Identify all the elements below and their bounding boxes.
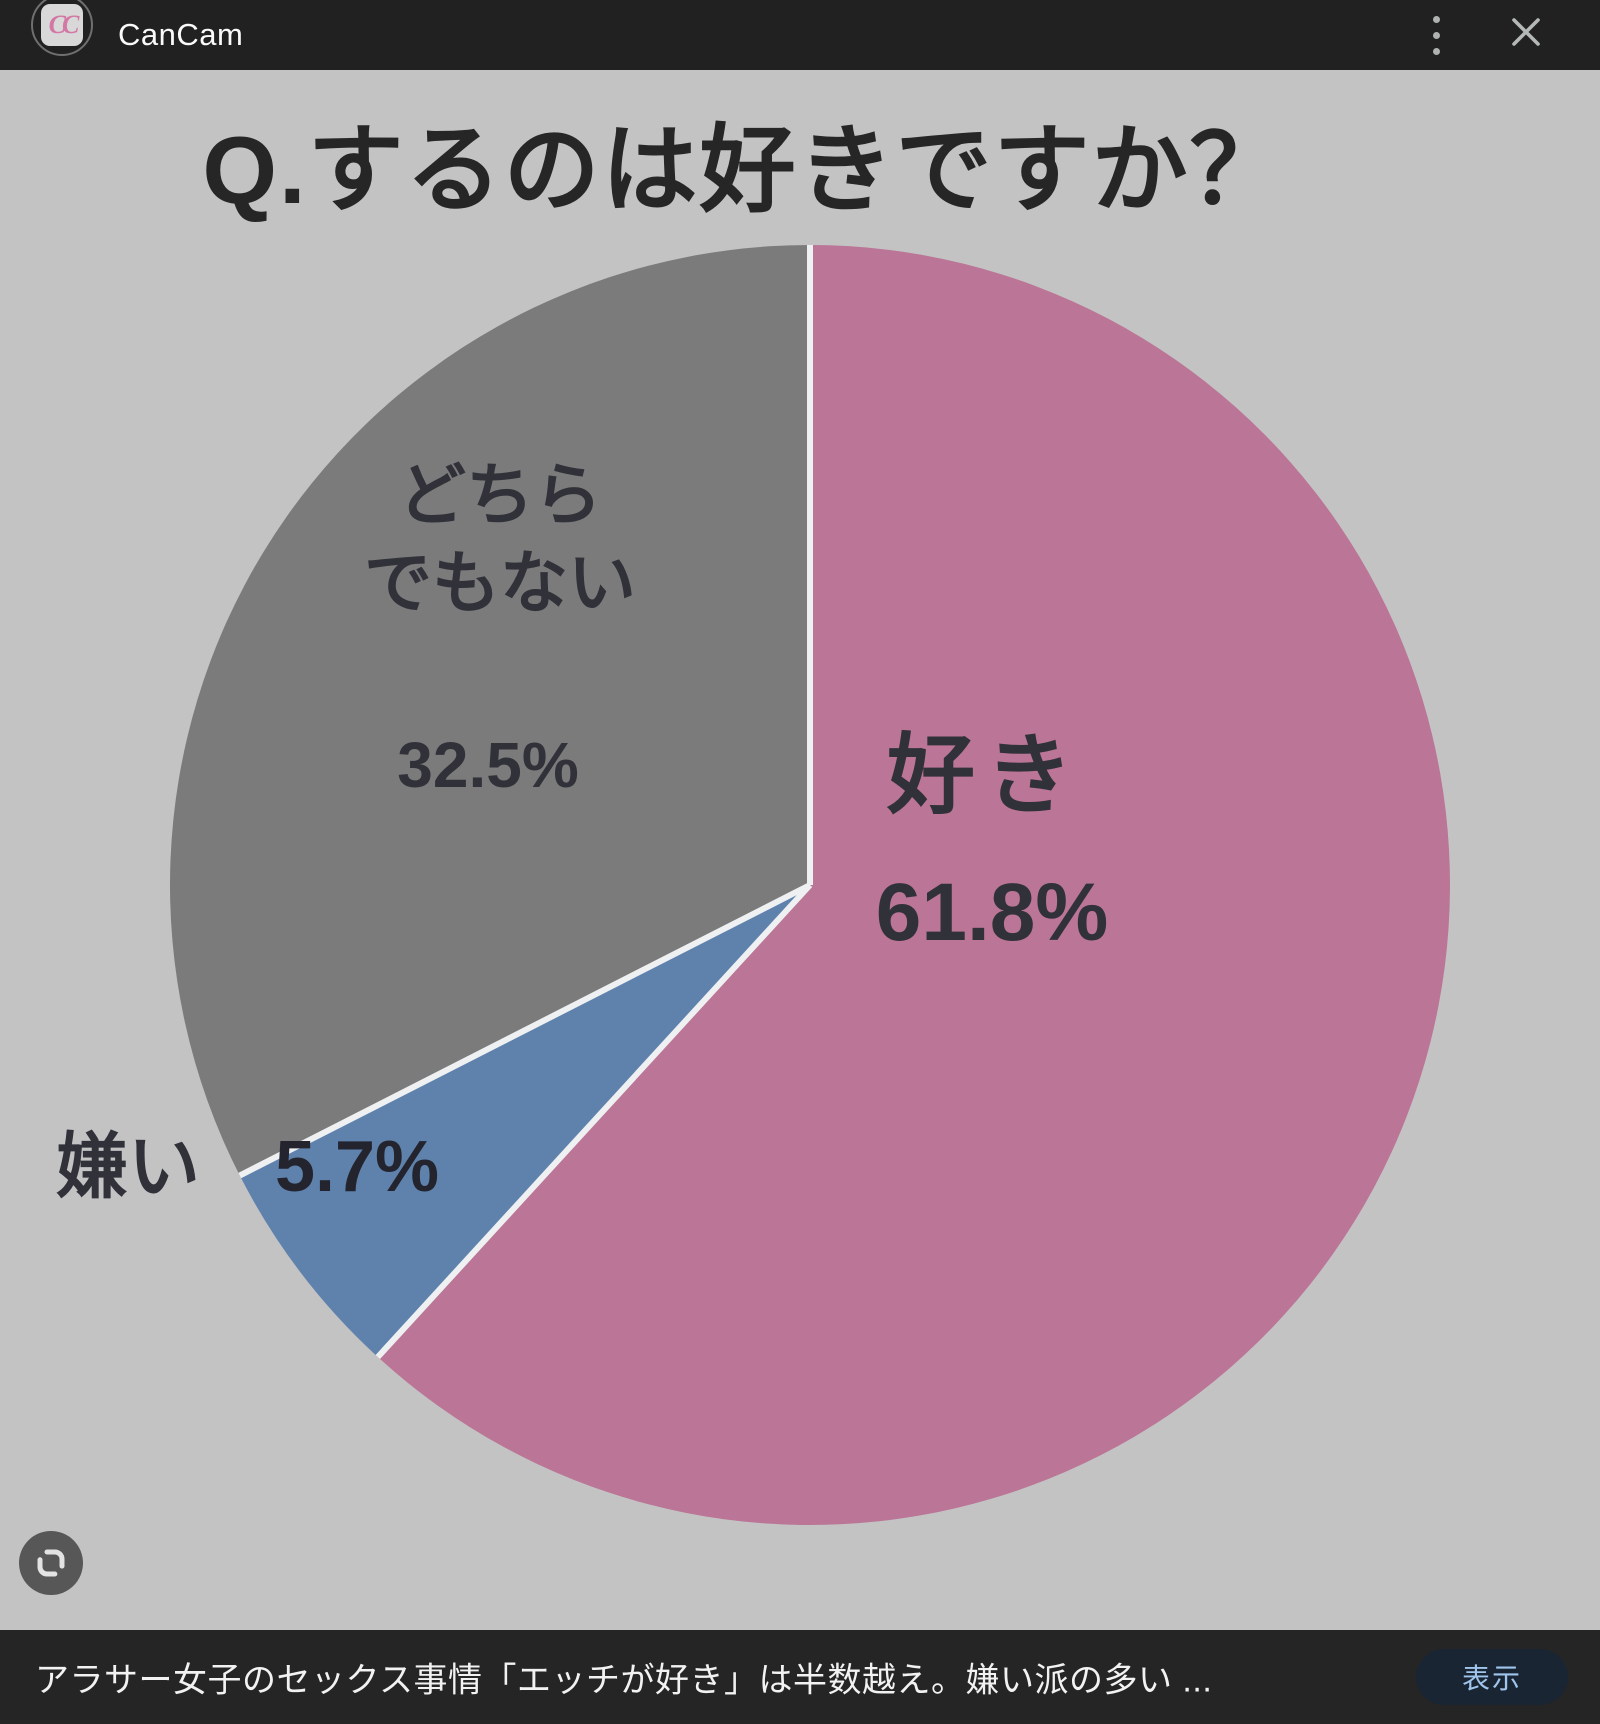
slice-label-like: 好き — [886, 725, 1084, 825]
image-viewer: Q.するのは好きですか？ どちら でもない 32.5% 好き 61.8% 嫌い … — [0, 70, 1600, 1630]
slice-value-neither: 32.5% — [397, 729, 579, 801]
pie-chart — [160, 235, 1460, 1535]
overflow-menu-icon[interactable] — [1424, 8, 1448, 62]
slice-value-like: 61.8% — [875, 867, 1109, 958]
cancam-logo-text: CC — [48, 10, 80, 39]
scan-frame-icon — [32, 1544, 70, 1582]
image-search-button[interactable] — [19, 1531, 83, 1595]
cancam-logo-icon: CC — [41, 4, 83, 46]
top-bar: CC CanCam — [0, 0, 1600, 70]
slice-label-neither: どちら でもない — [363, 457, 637, 622]
slice-value-dislike: 5.7% — [274, 1127, 440, 1207]
chart-title: Q.するのは好きですか？ — [202, 117, 1288, 224]
bottom-bar: アラサー女子のセックス事情「エッチが好き」は半数越え。嫌い派の多い ... 表示 — [0, 1630, 1600, 1724]
cancam-avatar[interactable]: CC — [31, 0, 93, 56]
article-caption: アラサー女子のセックス事情「エッチが好き」は半数越え。嫌い派の多い ... — [35, 1661, 1213, 1700]
close-icon[interactable] — [1500, 6, 1552, 58]
app-title: CanCam — [118, 17, 244, 52]
show-button[interactable]: 表示 — [1416, 1649, 1568, 1705]
slice-label-dislike: 嫌い — [55, 1127, 201, 1208]
